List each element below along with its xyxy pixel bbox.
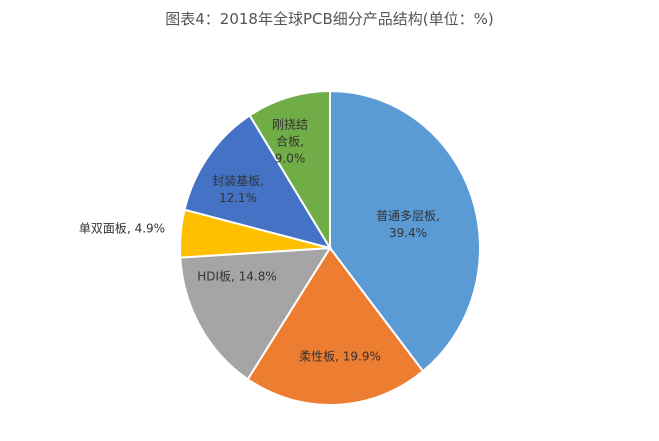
pie-slice-1: [246, 246, 425, 406]
pie-slice-2: [179, 246, 332, 381]
label-multilayer: 普通多层板, 39.4%: [376, 209, 440, 240]
label-flexible: 柔性板, 19.9%: [299, 349, 381, 364]
pie-slice-5: [248, 89, 331, 252]
label-substrate: 封装基板, 12.1%: [212, 174, 264, 205]
label-hdi: HDI板, 14.8%: [197, 269, 277, 284]
pie-slice-4: [183, 113, 333, 250]
chart-title: 图表4：2018年全球PCB细分产品结构(单位：%): [165, 10, 494, 28]
label-rigid-flex: 刚挠结合板, 9.0%: [271, 117, 308, 166]
pie-slice-0: [329, 89, 481, 373]
label-single-double: 单双面板, 4.9%: [78, 221, 166, 236]
